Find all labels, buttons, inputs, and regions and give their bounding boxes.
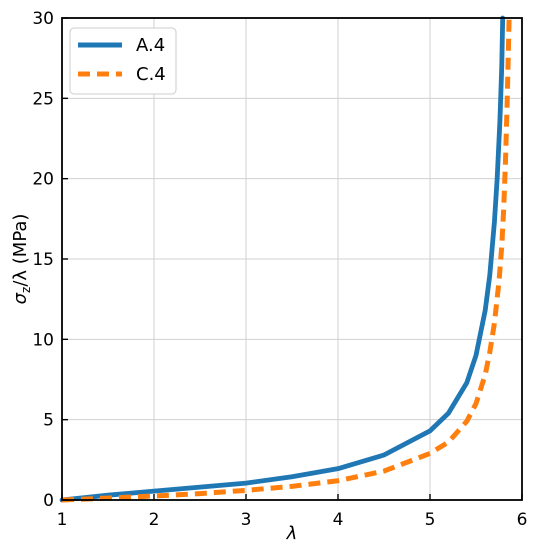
- legend-c4-label: C.4: [136, 64, 166, 85]
- y-tick-label: 10: [32, 330, 54, 350]
- x-tick-label: 2: [149, 510, 160, 530]
- x-axis-label: λ: [286, 523, 298, 544]
- y-tick-label: 15: [32, 250, 54, 270]
- x-tick-label: 5: [425, 510, 436, 530]
- series-c-4-line: [61, 17, 512, 503]
- y-tick-label: 25: [32, 89, 54, 109]
- tick-layer: 1 2 3 4 5 6 0 5 10 15 20 25 30: [32, 9, 527, 530]
- legend-a4-label: A.4: [136, 35, 165, 56]
- y-tick-label: 30: [32, 9, 54, 29]
- x-tick-label: 6: [517, 510, 528, 530]
- x-tick-label: 3: [241, 510, 252, 530]
- series-a-4-line: [59, 15, 506, 503]
- y-axis-label-sub: z: [19, 287, 33, 293]
- y-axis-label-rest: /λ (MPa): [10, 214, 31, 287]
- x-tick-label: 1: [57, 510, 68, 530]
- y-tick-label: 0: [43, 491, 54, 511]
- y-tick-label: 20: [32, 170, 54, 190]
- series-layer: [59, 15, 512, 503]
- y-tick-label: 5: [43, 411, 54, 431]
- x-tick-label: 4: [333, 510, 344, 530]
- y-axis-label: σz/λ (MPa): [10, 214, 33, 305]
- y-axis-label-main: σ: [10, 292, 31, 304]
- legend: A.4 C.4: [69, 27, 177, 95]
- grid-lines: [62, 18, 522, 500]
